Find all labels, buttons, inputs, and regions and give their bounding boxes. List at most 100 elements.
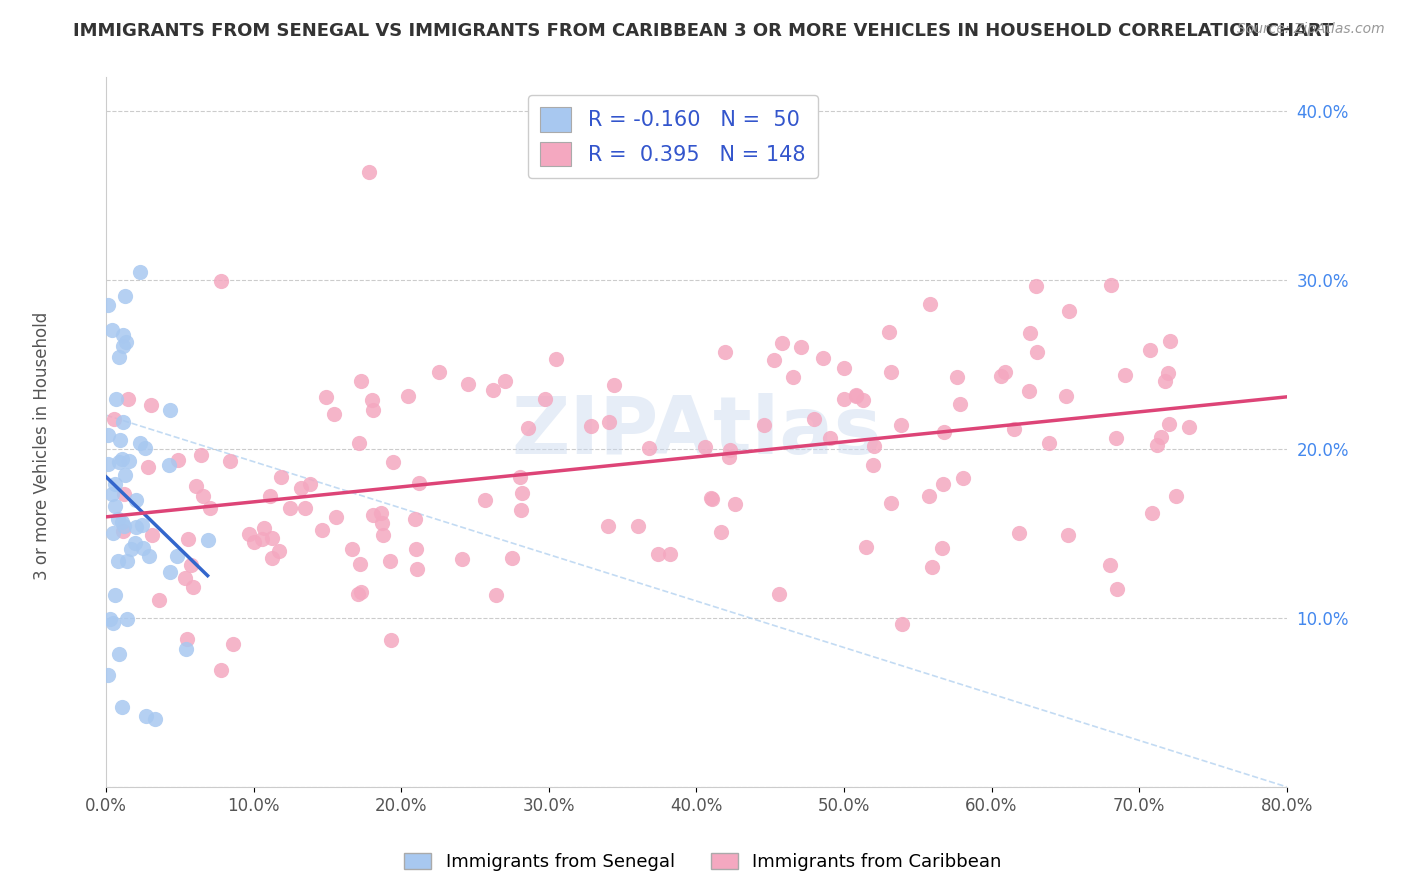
Point [107,511,129,525]
Point [1178,419,1201,434]
Point [1105,431,1128,445]
Point [770,336,793,351]
Point [603,378,626,392]
Point [103,615,125,630]
Point [143,712,166,726]
Point [311,523,333,537]
Point [222,637,245,651]
Point [598,415,620,429]
Point [186,479,208,493]
Point [357,165,380,179]
Point [131,518,153,533]
Point [115,554,138,568]
Point [340,542,363,557]
Point [714,344,737,359]
Point [148,593,170,607]
Point [405,541,427,556]
Point [509,502,531,516]
Point [253,521,276,535]
Point [177,532,200,546]
Point [579,419,602,434]
Point [1002,422,1025,436]
Point [97,428,120,442]
Point [181,580,204,594]
Point [647,547,669,561]
Point [118,454,141,468]
Point [112,415,135,429]
Legend: Immigrants from Senegal, Immigrants from Caribbean: Immigrants from Senegal, Immigrants from… [396,846,1010,879]
Point [724,497,747,511]
Point [112,487,135,501]
Point [290,481,312,495]
Point [863,439,886,453]
Point [176,632,198,647]
Point [112,518,135,533]
Point [845,389,868,403]
Point [252,532,274,546]
Text: Source: ZipAtlas.com: Source: ZipAtlas.com [1237,22,1385,37]
Point [710,524,733,539]
Point [1157,366,1180,380]
Point [382,454,405,468]
Point [931,541,953,555]
Point [100,486,122,500]
Point [101,526,124,541]
Text: IMMIGRANTS FROM SENEGAL VS IMMIGRANTS FROM CARIBBEAN 3 OR MORE VEHICLES IN HOUSE: IMMIGRANTS FROM SENEGAL VS IMMIGRANTS FR… [73,22,1333,40]
Point [855,540,877,554]
Point [952,471,974,485]
Point [1114,368,1136,383]
Point [315,391,337,405]
Point [932,425,955,440]
Point [1154,374,1177,388]
Point [191,489,214,503]
Point [360,392,382,407]
Point [813,351,835,365]
Point [920,297,942,311]
Point [135,708,157,723]
Point [693,440,716,454]
Point [111,338,134,352]
Point [197,533,219,548]
Point [380,633,402,648]
Point [260,531,283,545]
Point [501,551,523,566]
Point [598,519,620,533]
Point [1140,506,1163,520]
Point [101,323,124,337]
Point [918,489,941,503]
Point [322,407,344,421]
Point [534,392,557,406]
Point [373,527,395,541]
Point [451,552,474,566]
Point [516,421,538,435]
Point [166,549,188,563]
Point [832,361,855,376]
Point [790,340,813,354]
Legend: R = -0.160   N =  50, R =  0.395   N = 148: R = -0.160 N = 50, R = 0.395 N = 148 [527,95,818,178]
Point [1146,438,1168,452]
Point [370,506,392,520]
Point [396,389,419,403]
Point [260,550,283,565]
Point [347,436,370,450]
Point [1056,527,1078,541]
Point [1139,343,1161,358]
Point [482,383,505,397]
Point [115,334,138,349]
Point [429,365,451,379]
Point [278,500,301,515]
Point [852,392,875,407]
Point [107,351,129,365]
Point [269,543,291,558]
Point [361,508,384,522]
Point [702,491,724,506]
Point [1057,304,1080,318]
Point [110,433,132,447]
Point [173,571,195,585]
Point [877,325,900,339]
Point [107,554,129,568]
Point [378,554,401,568]
Point [921,560,943,574]
Point [139,398,162,412]
Point [141,527,163,541]
